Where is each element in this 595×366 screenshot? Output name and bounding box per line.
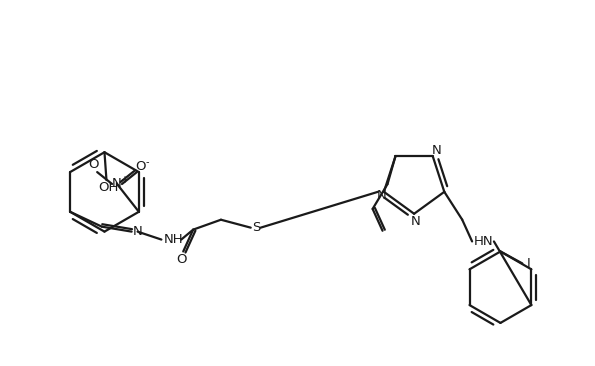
Text: HN: HN (474, 235, 494, 248)
Text: N: N (377, 189, 387, 202)
Text: I: I (527, 257, 530, 270)
Text: +: + (120, 175, 128, 185)
Text: N: N (112, 178, 122, 190)
Text: NH: NH (164, 233, 183, 246)
Text: OH: OH (98, 182, 118, 194)
Text: S: S (252, 221, 261, 234)
Text: N: N (133, 225, 142, 238)
Text: O: O (88, 158, 98, 171)
Text: N: N (411, 215, 421, 228)
Text: N: N (432, 144, 441, 157)
Text: O: O (176, 253, 186, 266)
Text: -: - (145, 157, 149, 167)
Text: O: O (136, 160, 146, 173)
